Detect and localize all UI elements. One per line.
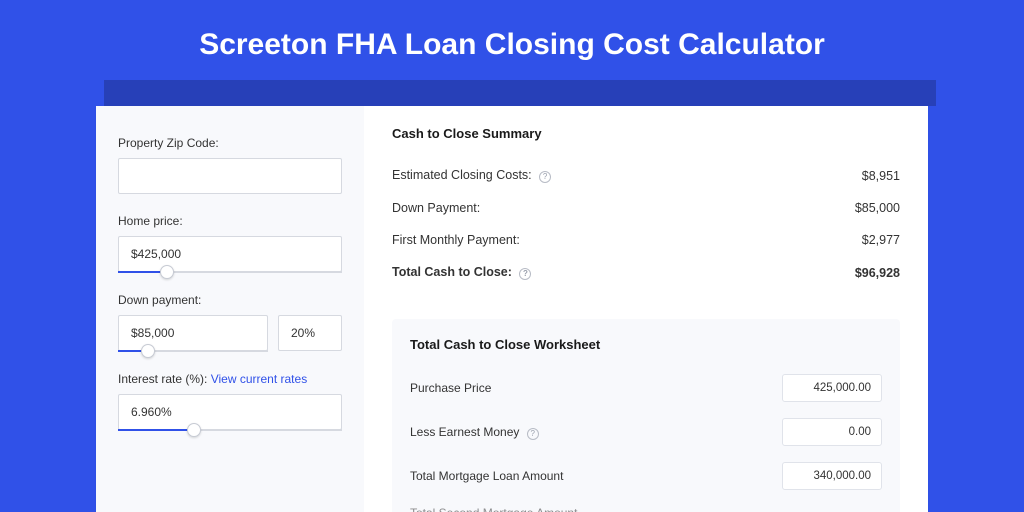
worksheet-panel: Total Cash to Close Worksheet Purchase P… [392,319,900,512]
help-icon[interactable]: ? [527,428,539,440]
worksheet-row-label: Total Mortgage Loan Amount [410,469,563,483]
zip-field-group: Property Zip Code: [118,136,342,194]
worksheet-row-label: Purchase Price [410,381,491,395]
down-payment-slider-thumb[interactable] [141,344,155,358]
worksheet-cutoff-label: Total Second Mortgage Amount [410,506,577,512]
zip-input[interactable] [118,158,342,194]
inputs-panel: Property Zip Code: Home price: Down paym… [96,106,364,512]
down-payment-field-group: Down payment: [118,293,342,352]
worksheet-value-input[interactable] [782,418,882,446]
card-shadow [104,80,936,106]
summary-row: First Monthly Payment: $2,977 [392,224,900,256]
help-icon[interactable]: ? [539,171,551,183]
interest-rate-slider-fill [118,429,194,431]
worksheet-value-input[interactable] [782,374,882,402]
summary-row-label: First Monthly Payment: [392,233,520,247]
help-icon[interactable]: ? [519,268,531,280]
summary-row-value: $2,977 [862,233,900,247]
home-price-slider-thumb[interactable] [160,265,174,279]
view-current-rates-link[interactable]: View current rates [211,372,308,386]
results-panel: Cash to Close Summary Estimated Closing … [364,106,928,512]
summary-rows: Estimated Closing Costs: ? $8,951 Down Pay… [392,159,900,289]
zip-label: Property Zip Code: [118,136,342,150]
summary-row-value: $8,951 [862,169,900,183]
worksheet-row: Total Mortgage Loan Amount [410,454,882,498]
summary-row: Down Payment: $85,000 [392,192,900,224]
summary-row-value: $85,000 [855,201,900,215]
down-payment-slider[interactable] [118,350,268,352]
worksheet-rows: Purchase Price Less Earnest Money ? Total … [410,366,882,498]
summary-row-label: Down Payment: [392,201,480,215]
interest-rate-slider[interactable] [118,429,342,431]
down-payment-label: Down payment: [118,293,342,307]
interest-rate-field-group: Interest rate (%): View current rates [118,372,342,431]
down-payment-amount-input[interactable] [118,315,268,351]
worksheet-value-input[interactable] [782,462,882,490]
worksheet-row-label: Less Earnest Money ? [410,425,539,440]
home-price-slider[interactable] [118,271,342,273]
home-price-field-group: Home price: [118,214,342,273]
summary-row: Estimated Closing Costs: ? $8,951 [392,159,900,192]
summary-row: Total Cash to Close: ? $96,928 [392,256,900,289]
calculator-card: Property Zip Code: Home price: Down paym… [96,106,928,512]
worksheet-row-cutoff: Total Second Mortgage Amount [410,498,882,512]
page-title: Screeton FHA Loan Closing Cost Calculato… [0,0,1024,80]
home-price-label: Home price: [118,214,342,228]
summary-row-label: Estimated Closing Costs: ? [392,168,551,183]
worksheet-row: Purchase Price [410,366,882,410]
interest-rate-label-text: Interest rate (%): [118,372,211,386]
summary-row-label: Total Cash to Close: ? [392,265,531,280]
worksheet-row: Less Earnest Money ? [410,410,882,454]
interest-rate-label: Interest rate (%): View current rates [118,372,342,386]
summary-title: Cash to Close Summary [392,126,900,141]
worksheet-title: Total Cash to Close Worksheet [410,337,882,352]
home-price-input[interactable] [118,236,342,272]
summary-row-value: $96,928 [855,266,900,280]
interest-rate-slider-thumb[interactable] [187,423,201,437]
down-payment-pct-input[interactable] [278,315,342,351]
interest-rate-input[interactable] [118,394,342,430]
